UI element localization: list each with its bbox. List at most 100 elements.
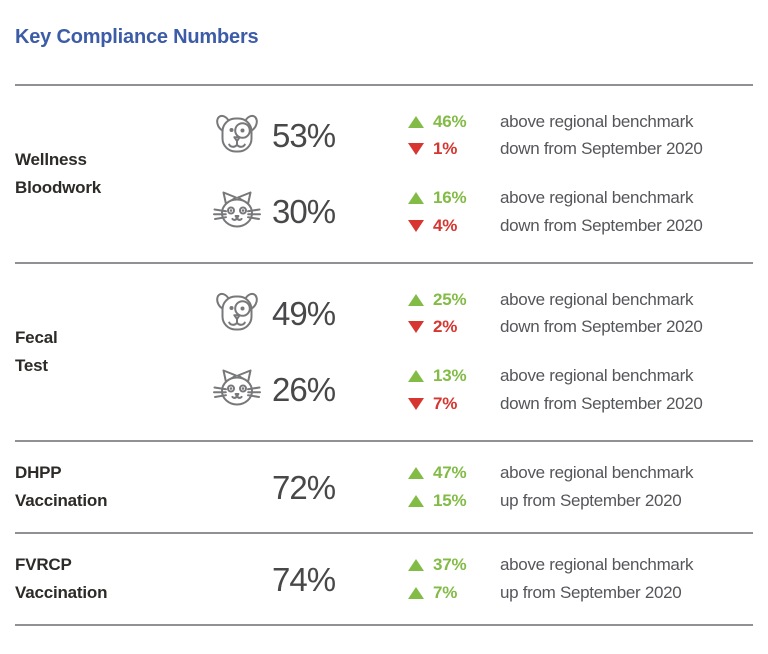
trend-change-value: 4% (433, 215, 458, 235)
trend-change-value: 16% (433, 188, 467, 207)
section-label: Wellness Bloodwork (15, 97, 211, 250)
down-arrow-icon (408, 143, 424, 155)
trend-lines: 37% above regional benchmark 7% up from … (408, 552, 753, 607)
trend-description: down from September 2020 (500, 317, 703, 336)
trend-line: 37% above regional benchmark (408, 552, 753, 580)
up-arrow-icon (408, 370, 424, 382)
trend-change-value: 7% (433, 582, 458, 602)
trend-change: 15% (408, 491, 500, 511)
trend-description: down from September 2020 (500, 393, 703, 413)
trend-description: down from September 2020 (500, 215, 703, 235)
trend-change: 7% (408, 583, 500, 603)
trend-description: above regional benchmark (500, 111, 694, 131)
trend-line: 1% down from September 2020 (408, 135, 753, 163)
trend-change-value: 13% (433, 366, 467, 385)
up-arrow-icon (408, 494, 424, 507)
trend-change: 7% (408, 394, 500, 414)
compliance-value: 53% (272, 116, 336, 154)
up-arrow-icon (408, 192, 424, 204)
up-arrow-icon (408, 115, 424, 128)
trend-change: 2% (408, 317, 500, 337)
section-wellness-bloodwork: Wellness Bloodwork 53% 46% above regiona… (15, 84, 753, 262)
trend-change-value: 46% (433, 111, 467, 131)
stat-row: 72% 47% above regional benchmark 15% (211, 450, 753, 524)
up-arrow-icon (408, 293, 424, 306)
section-rows: 74% 37% above regional benchmark 7% (211, 542, 753, 616)
section-fecal-test: Fecal Test 49% 25% above regional benchm… (15, 262, 753, 440)
trend-change: 16% (408, 188, 500, 208)
trend-change-value: 47% (433, 463, 467, 483)
trend-change: 46% (408, 112, 500, 132)
trend-change: 1% (408, 139, 500, 159)
up-arrow-icon (408, 559, 424, 572)
trend-lines: 25% above regional benchmark 2% down fro… (408, 286, 753, 341)
trend-change: 4% (408, 216, 500, 236)
stat-row-cat: 26% 13% above regional benchmark 7% (211, 352, 753, 429)
section-label-line: Vaccination (15, 583, 108, 602)
trend-line: 15% up from September 2020 (408, 487, 753, 515)
stat-row: 74% 37% above regional benchmark 7% (211, 542, 753, 616)
trend-line: 2% down from September 2020 (408, 313, 753, 341)
down-arrow-icon (408, 219, 424, 232)
trend-lines: 46% above regional benchmark 1% down fro… (408, 108, 753, 163)
trend-change: 25% (408, 290, 500, 310)
trend-lines: 47% above regional benchmark 15% up from… (408, 460, 753, 515)
trend-line: 4% down from September 2020 (408, 212, 753, 240)
section-label: DHPP Vaccination (15, 450, 211, 524)
down-arrow-icon (408, 321, 424, 333)
trend-lines: 13% above regional benchmark 7% down fro… (408, 362, 753, 417)
compliance-value: 72% (272, 468, 336, 506)
trend-line: 16% above regional benchmark (408, 184, 753, 212)
section-label-line: Wellness (15, 149, 87, 169)
trend-change-value: 7% (433, 393, 458, 413)
stat-row-cat: 30% 16% above regional benchmark 4% (211, 174, 753, 251)
trend-change-value: 37% (433, 555, 467, 575)
compliance-value: 30% (272, 193, 336, 231)
section-fvrcp-vaccination: FVRCP Vaccination 74% 37% above regional… (15, 532, 753, 624)
stat-row-dog: 49% 25% above regional benchmark 2% (211, 275, 753, 352)
section-label-line: Fecal (15, 327, 58, 347)
trend-change: 47% (408, 463, 500, 483)
trend-change: 37% (408, 555, 500, 575)
trend-line: 46% above regional benchmark (408, 108, 753, 136)
trend-change-value: 1% (433, 139, 458, 158)
compliance-value: 49% (272, 294, 336, 332)
up-arrow-icon (408, 586, 424, 599)
section-dhpp-vaccination: DHPP Vaccination 72% 47% above regional … (15, 440, 753, 532)
page-title: Key Compliance Numbers (15, 26, 259, 48)
stat-row-dog: 53% 46% above regional benchmark 1% (211, 97, 753, 174)
section-rows: 49% 25% above regional benchmark 2% (211, 275, 753, 428)
section-label: Fecal Test (15, 275, 211, 428)
section-label-line: FVRCP (15, 555, 72, 574)
trend-change: 13% (408, 366, 500, 386)
dog-icon (211, 111, 263, 159)
trend-change-value: 25% (433, 289, 467, 309)
section-rows: 53% 46% above regional benchmark 1% (211, 97, 753, 250)
down-arrow-icon (408, 397, 424, 410)
trend-description: above regional benchmark (500, 463, 694, 483)
trend-description: above regional benchmark (500, 366, 694, 385)
section-label-line: Vaccination (15, 491, 108, 510)
trend-line: 47% above regional benchmark (408, 460, 753, 488)
trend-line: 13% above regional benchmark (408, 362, 753, 390)
trend-description: down from September 2020 (500, 139, 703, 158)
trend-description: up from September 2020 (500, 582, 682, 602)
trend-line: 7% up from September 2020 (408, 579, 753, 607)
cat-icon (211, 188, 263, 236)
up-arrow-icon (408, 467, 424, 480)
trend-description: up from September 2020 (500, 490, 682, 510)
dog-icon (211, 289, 263, 337)
cat-icon (211, 366, 263, 414)
trend-line: 25% above regional benchmark (408, 286, 753, 314)
bottom-divider (15, 624, 753, 626)
trend-description: above regional benchmark (500, 188, 694, 207)
section-rows: 72% 47% above regional benchmark 15% (211, 450, 753, 524)
trend-lines: 16% above regional benchmark 4% down fro… (408, 184, 753, 239)
section-label: FVRCP Vaccination (15, 542, 211, 616)
section-label-line: Test (15, 355, 48, 375)
compliance-value: 26% (272, 371, 336, 409)
trend-change-value: 15% (433, 490, 467, 510)
trend-line: 7% down from September 2020 (408, 390, 753, 418)
compliance-value: 74% (272, 560, 336, 598)
